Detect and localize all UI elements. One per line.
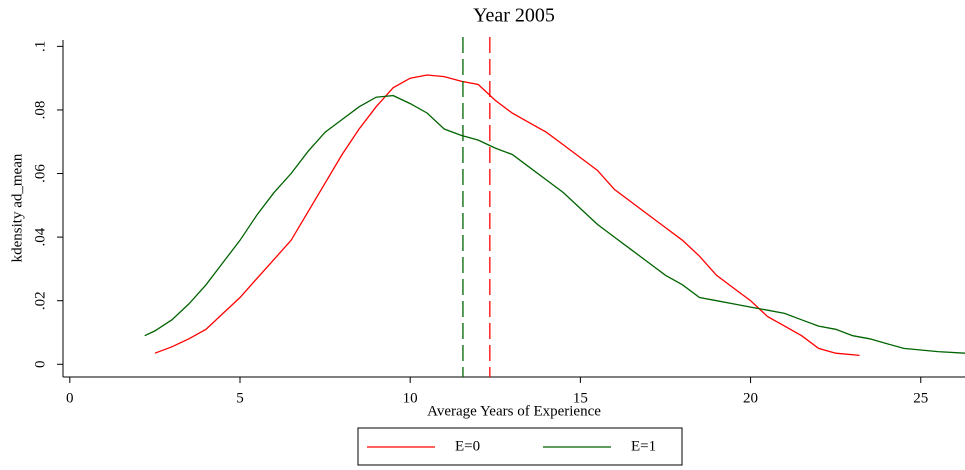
y-tick-label: .1 <box>32 41 48 52</box>
x-tick-label: 5 <box>236 390 244 406</box>
y-tick-label: .04 <box>32 227 48 246</box>
y-tick-label: .08 <box>32 101 48 120</box>
legend-label: E=1 <box>631 438 656 454</box>
x-tick-label: 20 <box>743 390 758 406</box>
x-tick-label: 10 <box>403 390 418 406</box>
x-tick-label: 0 <box>66 390 74 406</box>
series-line <box>154 74 860 357</box>
x-tick-label: 25 <box>913 390 928 406</box>
y-tick-label: .02 <box>32 291 48 310</box>
y-tick-label: 0 <box>32 361 48 369</box>
legend-label: E=0 <box>455 438 480 454</box>
y-tick-label: .06 <box>32 164 48 183</box>
x-axis-label: Average Years of Experience <box>427 403 601 419</box>
y-axis-label: kdensity ad_mean <box>9 153 25 262</box>
chart-title: Year 2005 <box>473 5 555 27</box>
series-line <box>144 94 965 354</box>
x-tick-label: 15 <box>573 390 588 406</box>
legend-box <box>357 427 683 466</box>
